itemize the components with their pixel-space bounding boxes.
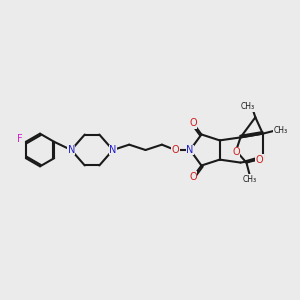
Text: N: N: [109, 145, 116, 155]
Text: CH₃: CH₃: [274, 126, 288, 135]
Text: F: F: [16, 134, 22, 144]
Text: O: O: [255, 155, 263, 165]
Text: CH₃: CH₃: [242, 175, 256, 184]
Text: O: O: [189, 118, 197, 128]
Text: N: N: [186, 145, 194, 155]
Text: CH₃: CH₃: [241, 102, 255, 111]
Text: O: O: [172, 145, 179, 155]
Text: O: O: [232, 147, 240, 157]
Text: N: N: [68, 145, 75, 155]
Text: O: O: [189, 172, 197, 182]
